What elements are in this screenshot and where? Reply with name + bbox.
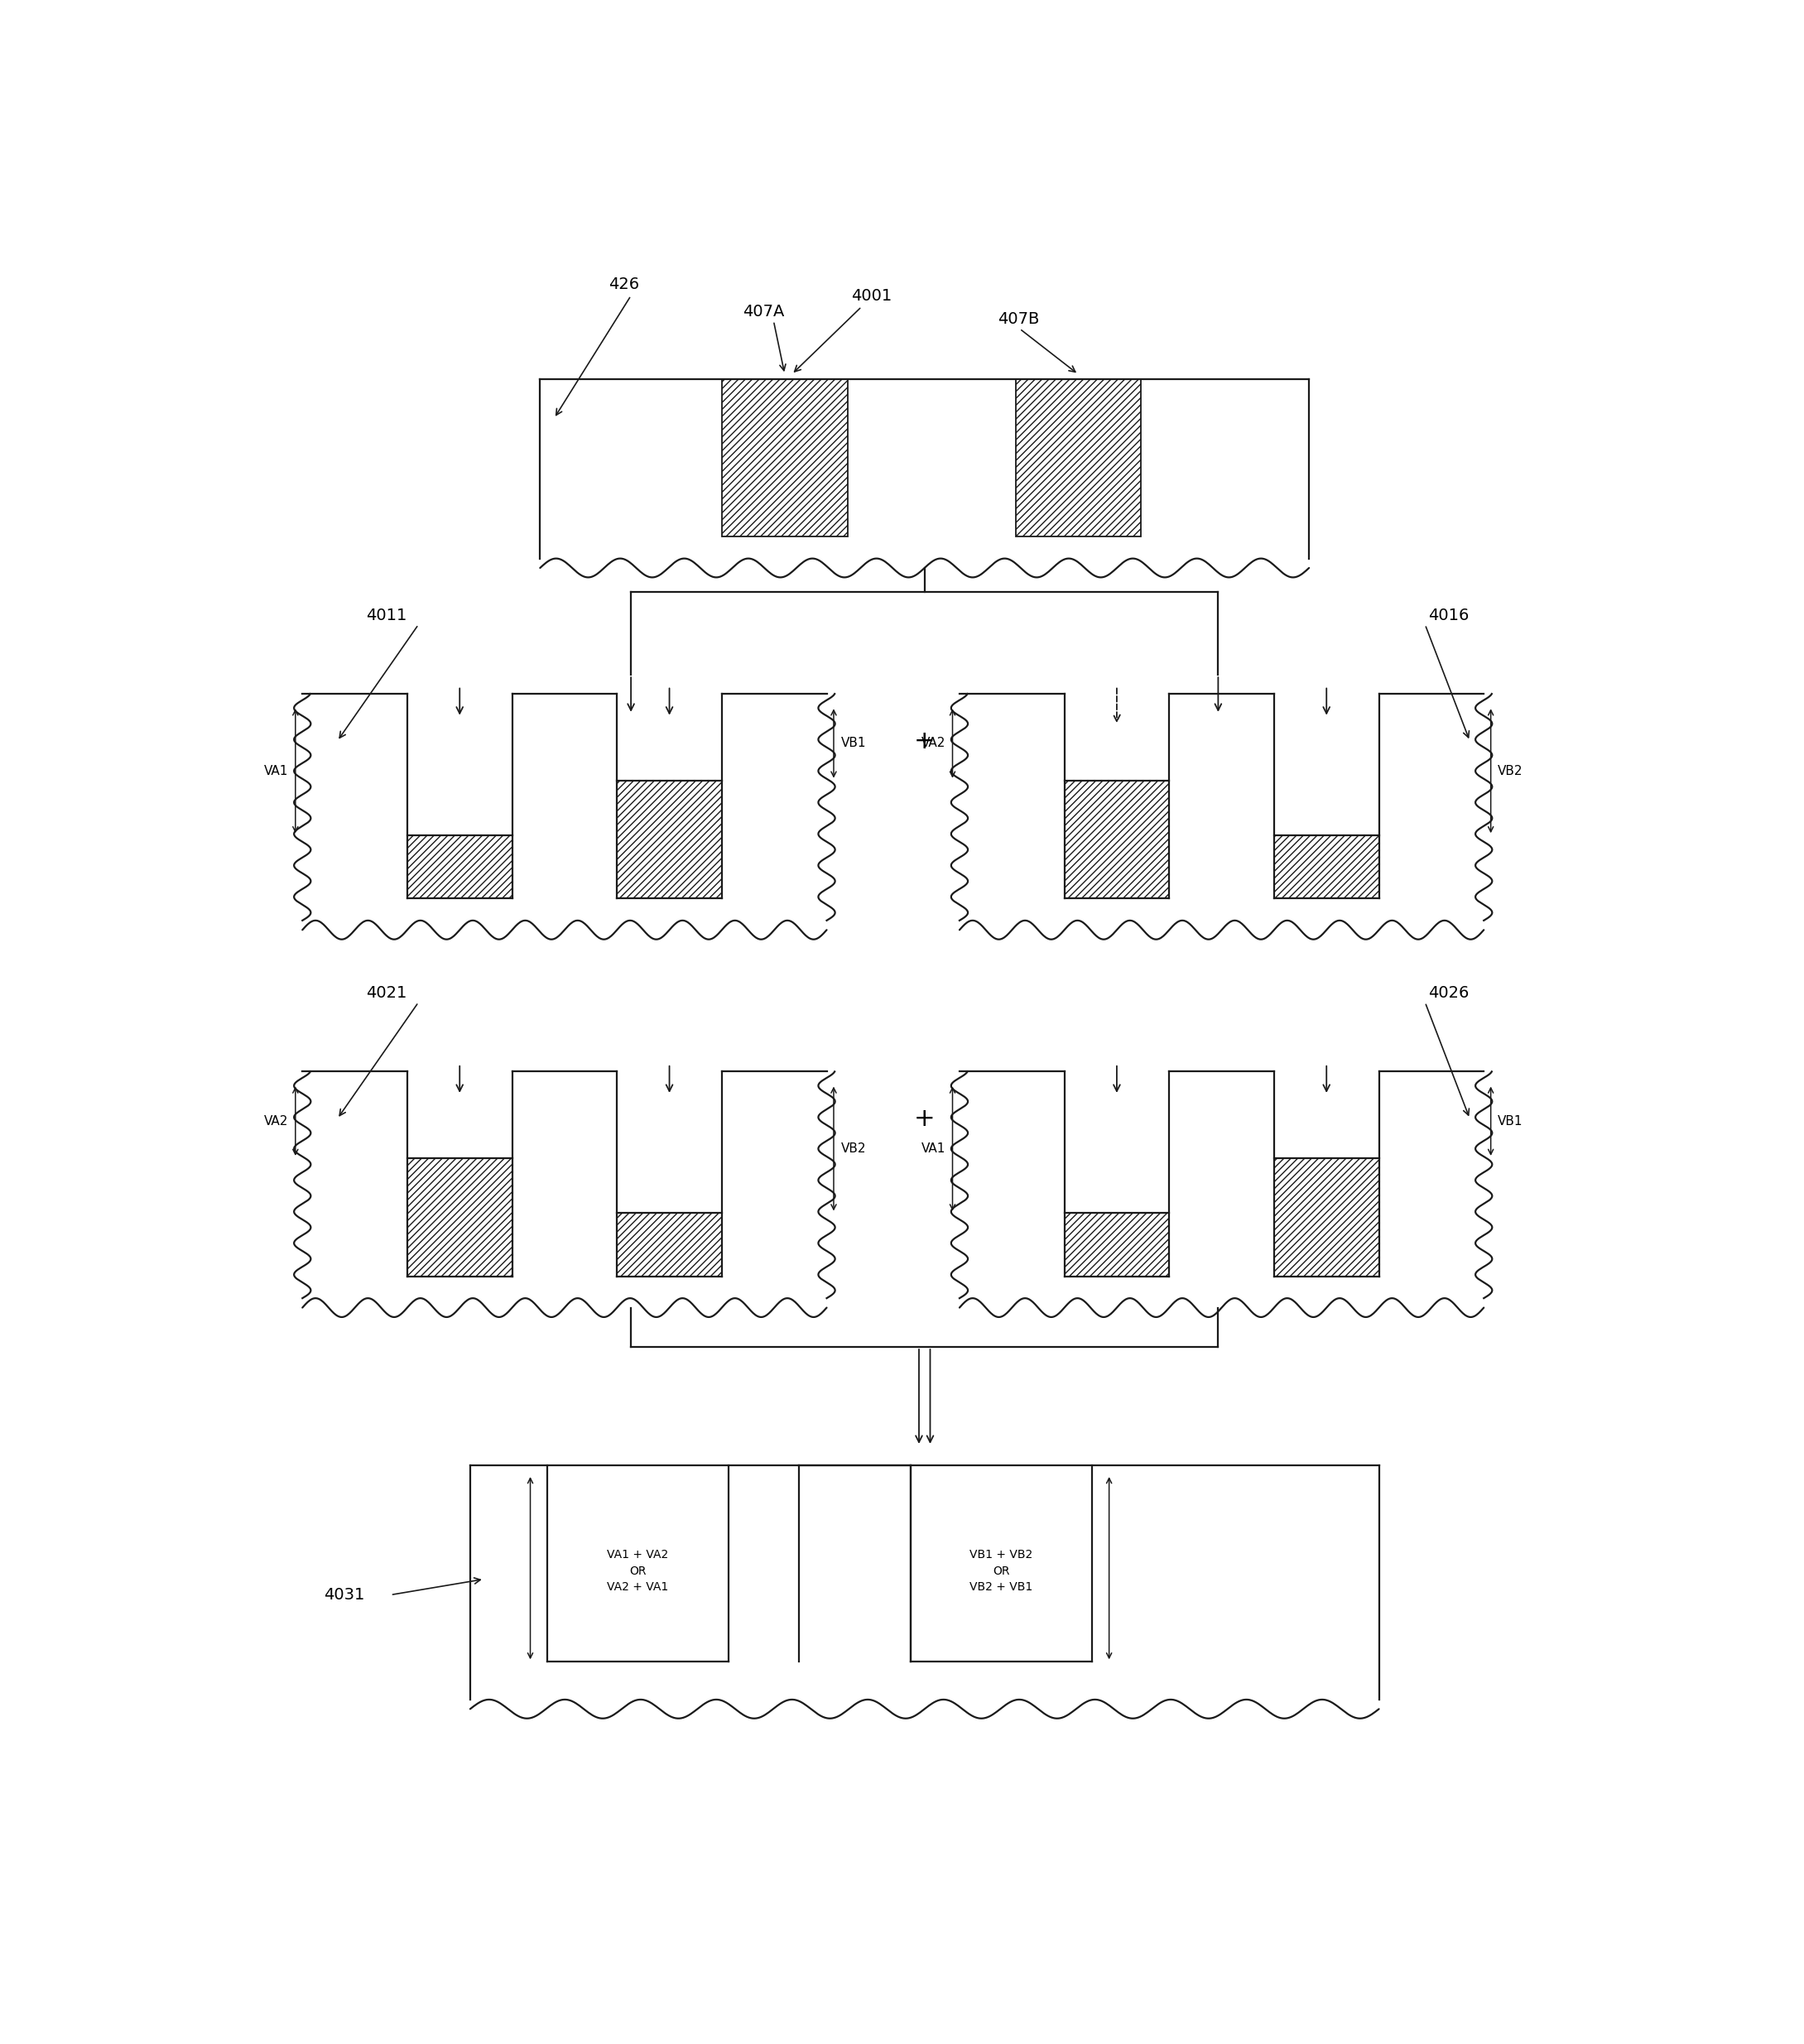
Text: 407B: 407B bbox=[998, 311, 1039, 327]
Text: VA1: VA1 bbox=[922, 1143, 945, 1155]
Text: VA2: VA2 bbox=[922, 738, 945, 750]
Bar bbox=[722, 378, 848, 536]
Text: VA2: VA2 bbox=[263, 1114, 289, 1128]
Bar bbox=[617, 781, 722, 899]
Bar bbox=[1274, 836, 1378, 899]
Text: 4011: 4011 bbox=[366, 607, 406, 623]
Text: VB2: VB2 bbox=[1497, 764, 1523, 777]
Text: 4016: 4016 bbox=[1429, 607, 1468, 623]
Bar bbox=[1016, 378, 1142, 536]
Text: VB1: VB1 bbox=[841, 738, 866, 750]
Text: 407A: 407A bbox=[743, 303, 785, 319]
Text: 4026: 4026 bbox=[1429, 985, 1468, 1002]
Text: 4031: 4031 bbox=[325, 1586, 364, 1602]
Text: +: + bbox=[915, 730, 934, 752]
Text: +: + bbox=[915, 1106, 934, 1130]
Bar bbox=[408, 836, 512, 899]
Text: VB1: VB1 bbox=[1497, 1114, 1523, 1128]
Text: 426: 426 bbox=[608, 276, 639, 292]
Text: VB1 + VB2
OR
VB2 + VB1: VB1 + VB2 OR VB2 + VB1 bbox=[971, 1549, 1034, 1592]
Bar bbox=[617, 1214, 722, 1275]
Bar bbox=[1064, 1214, 1169, 1275]
Text: 4021: 4021 bbox=[366, 985, 406, 1002]
Bar bbox=[1064, 781, 1169, 899]
Text: VB2: VB2 bbox=[841, 1143, 866, 1155]
Bar bbox=[1274, 1159, 1378, 1275]
Bar bbox=[408, 1159, 512, 1275]
Text: 4001: 4001 bbox=[851, 288, 891, 303]
Text: VA1: VA1 bbox=[263, 764, 289, 777]
Text: VA1 + VA2
OR
VA2 + VA1: VA1 + VA2 OR VA2 + VA1 bbox=[608, 1549, 669, 1592]
